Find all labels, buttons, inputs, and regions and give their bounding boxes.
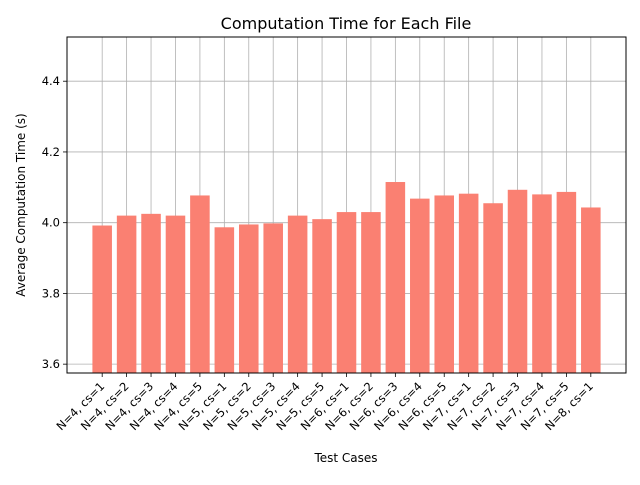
bar xyxy=(287,215,308,373)
bar xyxy=(410,198,430,373)
bar xyxy=(239,224,259,373)
chart-title: Computation Time for Each File xyxy=(221,14,472,33)
y-tick-label: 4.4 xyxy=(42,74,60,88)
bar xyxy=(458,193,479,373)
bar xyxy=(361,212,381,373)
y-axis-label: Average Computation Time (s) xyxy=(14,113,28,296)
bar xyxy=(116,215,137,373)
bar xyxy=(312,219,332,373)
x-axis-label: Test Cases xyxy=(313,451,377,465)
y-tick-label: 4.2 xyxy=(42,145,60,159)
bar xyxy=(141,213,161,373)
x-axis-ticks: N=4, cs=1N=4, cs=2N=4, cs=3N=4, cs=4N=4,… xyxy=(53,373,596,433)
bar xyxy=(214,227,235,373)
bar xyxy=(483,203,503,373)
bar xyxy=(532,194,552,373)
bar xyxy=(434,195,454,373)
bar xyxy=(92,225,112,373)
y-tick-label: 3.8 xyxy=(42,286,60,300)
bar xyxy=(581,207,601,373)
y-axis-ticks: 3.6 3.8 4.0 4.2 4.4 xyxy=(42,74,67,371)
bar xyxy=(556,191,577,373)
y-tick-label: 4.0 xyxy=(42,216,60,230)
bar xyxy=(336,212,357,373)
bars xyxy=(92,182,601,373)
bar xyxy=(165,215,186,373)
bar xyxy=(263,223,283,373)
y-tick-label: 3.6 xyxy=(42,357,60,371)
bar xyxy=(190,195,210,373)
bar xyxy=(385,182,406,373)
bar xyxy=(507,189,528,373)
